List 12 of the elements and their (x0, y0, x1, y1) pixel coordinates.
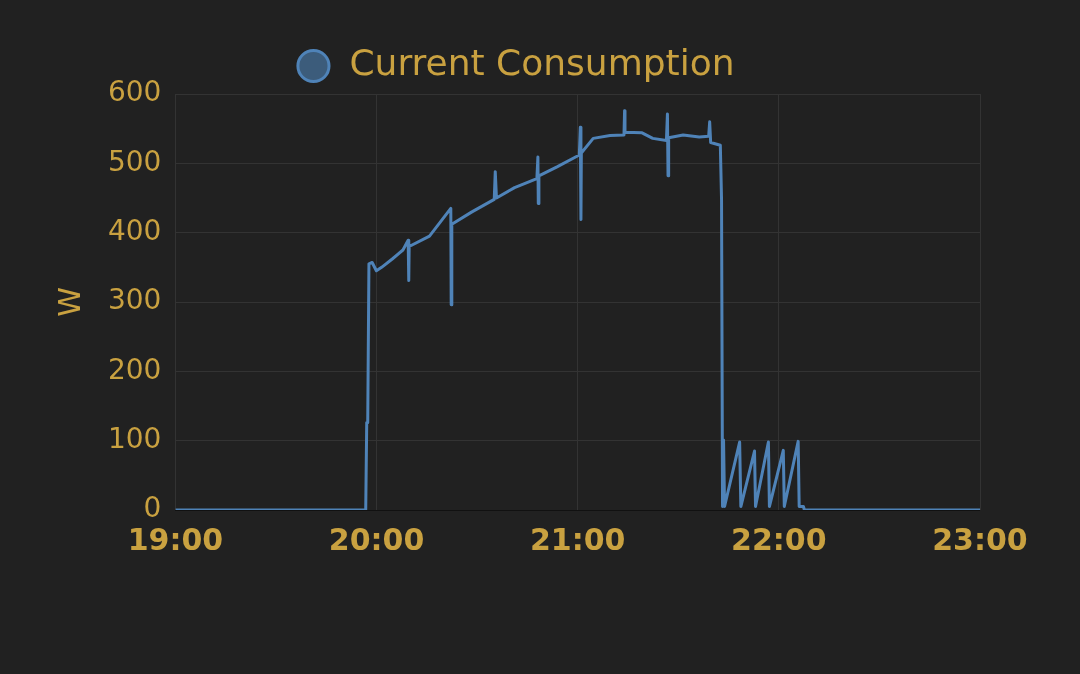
y-tick-label: 500 (107, 144, 162, 178)
x-tick-label: 23:00 (932, 521, 1028, 557)
y-axis-title: W (51, 287, 87, 317)
x-tick-label: 21:00 (529, 521, 626, 557)
x-tick-label: 20:00 (328, 521, 425, 557)
y-tick-label: 600 (107, 75, 162, 109)
x-tick-label: 22:00 (731, 521, 827, 557)
y-tick-label: 200 (107, 352, 162, 386)
y-tick-label: 100 (107, 421, 162, 455)
legend-label: Current Consumption (349, 42, 735, 84)
y-tick-label: 300 (107, 283, 162, 317)
y-tick-label: 400 (107, 213, 162, 247)
